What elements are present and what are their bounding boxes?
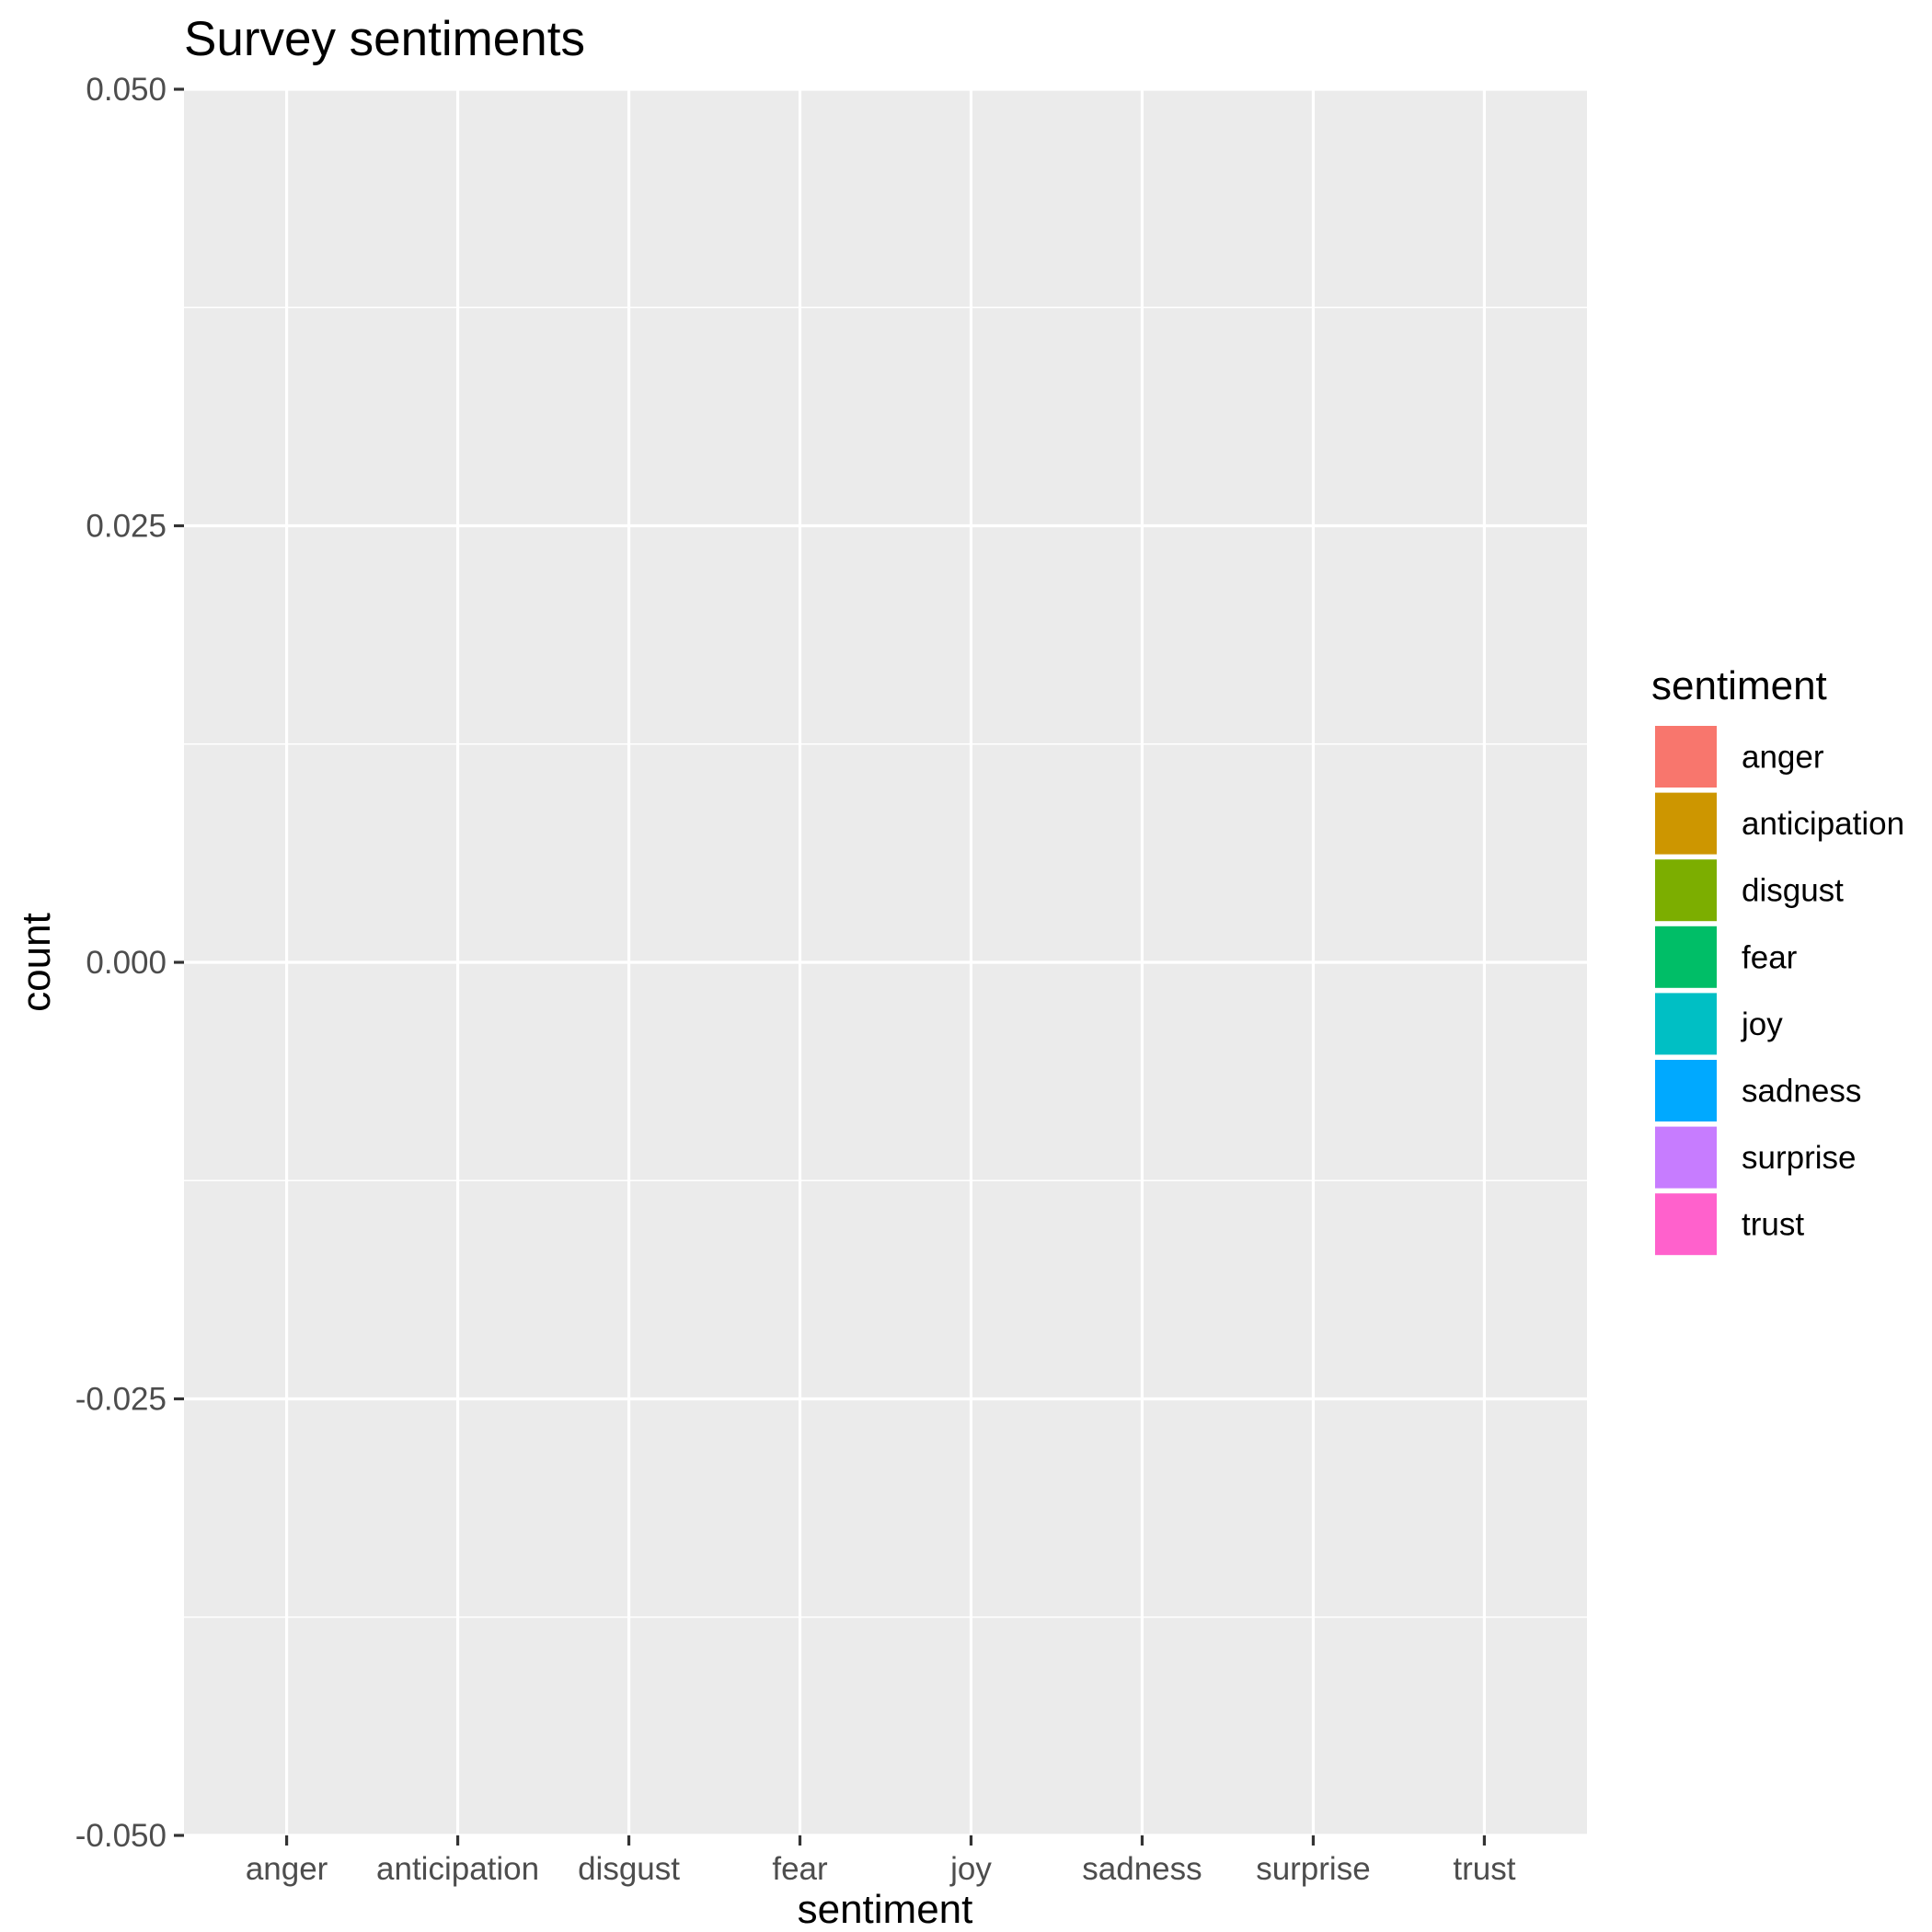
y-tick-label: -0.025 [75, 1382, 167, 1418]
chart-title: Survey sentiments [184, 12, 585, 66]
legend-key [1653, 1191, 1719, 1258]
x-axis-title: sentiment [798, 1887, 973, 1932]
y-axis-title: count [14, 913, 59, 1012]
legend-key [1653, 790, 1719, 857]
legend-key [1653, 1058, 1719, 1123]
legend-label: surprise [1742, 1140, 1856, 1176]
x-axis-ticks: anger anticipation disgust fear joy sadness su… [246, 1835, 1516, 1887]
legend-key [1653, 1124, 1719, 1190]
legend-key [1653, 924, 1719, 990]
legend-key [1653, 991, 1719, 1057]
x-tick-label: anger [246, 1851, 328, 1887]
legend-items: anger anticipation disgust fear joy sadness su… [1653, 724, 1904, 1258]
x-tick-label: joy [949, 1851, 992, 1887]
x-tick-label: trust [1453, 1851, 1515, 1887]
x-tick-label: anticipation [376, 1851, 539, 1887]
legend: sentiment anger anticipation disgust fear jo… [1651, 663, 1904, 1258]
y-tick-label: -0.050 [75, 1818, 167, 1854]
y-tick-label: 0.000 [86, 945, 167, 981]
legend-key [1653, 724, 1719, 789]
y-tick-label: 0.050 [86, 72, 167, 108]
x-tick-label: surprise [1256, 1851, 1370, 1887]
y-axis-ticks: 0.050 0.025 0.000 -0.025 -0.050 [75, 72, 184, 1854]
legend-title: sentiment [1651, 663, 1827, 708]
y-tick-label: 0.025 [86, 509, 167, 545]
legend-label: disgust [1742, 873, 1844, 909]
major-gridlines-y [184, 87, 1587, 1837]
minor-gridlines [184, 306, 1587, 1618]
x-tick-label: sadness [1082, 1851, 1202, 1887]
major-gridlines-x [284, 89, 1487, 1835]
legend-label: anger [1742, 740, 1824, 776]
legend-label: sadness [1742, 1074, 1861, 1110]
x-tick-label: fear [772, 1851, 828, 1887]
legend-label: fear [1742, 939, 1798, 975]
legend-label: trust [1742, 1207, 1804, 1243]
legend-key [1653, 857, 1719, 924]
x-tick-label: disgust [578, 1851, 680, 1887]
legend-label: joy [1741, 1006, 1783, 1042]
legend-label: anticipation [1742, 806, 1904, 842]
